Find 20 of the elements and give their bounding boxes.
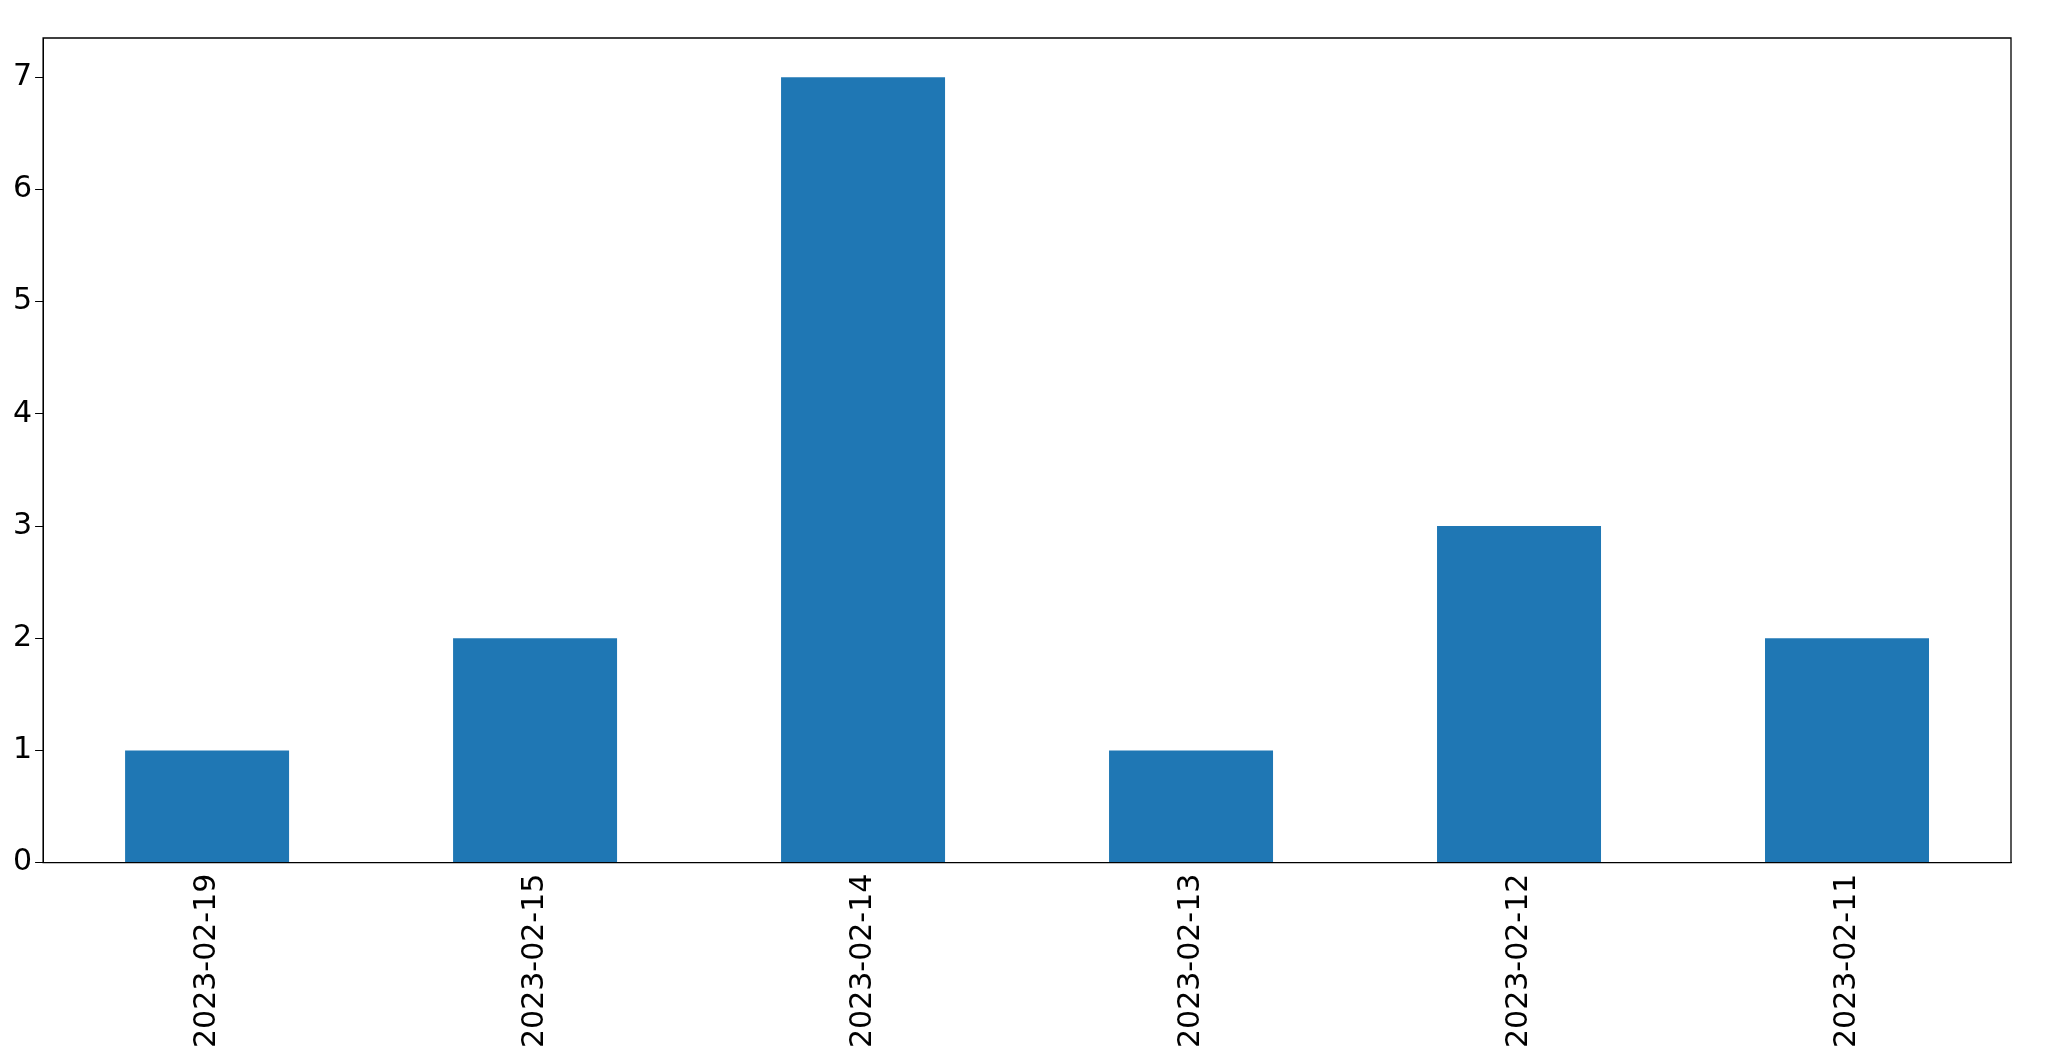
- y-tick-label: 2: [12, 618, 33, 654]
- y-tick-label: 0: [12, 842, 33, 878]
- bar: [1109, 750, 1274, 863]
- x-tick-label: 2023-02-15: [514, 873, 550, 1049]
- x-tick-label: 2023-02-11: [1826, 873, 1862, 1049]
- y-tick-label: 7: [12, 57, 33, 93]
- x-tick-label: 2023-02-14: [842, 873, 878, 1049]
- y-tick-label: 1: [12, 730, 33, 766]
- y-tick-label: 3: [12, 505, 33, 541]
- bar: [1437, 526, 1602, 863]
- bar: [1765, 638, 1929, 863]
- bar: [125, 750, 290, 863]
- y-tick-label: 6: [12, 169, 33, 205]
- x-tick-label: 2023-02-13: [1170, 873, 1206, 1049]
- y-tick-label: 5: [12, 281, 33, 317]
- bar: [781, 77, 946, 863]
- x-tick-label: 2023-02-19: [186, 873, 222, 1049]
- bar: [453, 638, 618, 863]
- x-tick-label: 2023-02-12: [1498, 873, 1534, 1049]
- y-tick-label: 4: [12, 393, 33, 429]
